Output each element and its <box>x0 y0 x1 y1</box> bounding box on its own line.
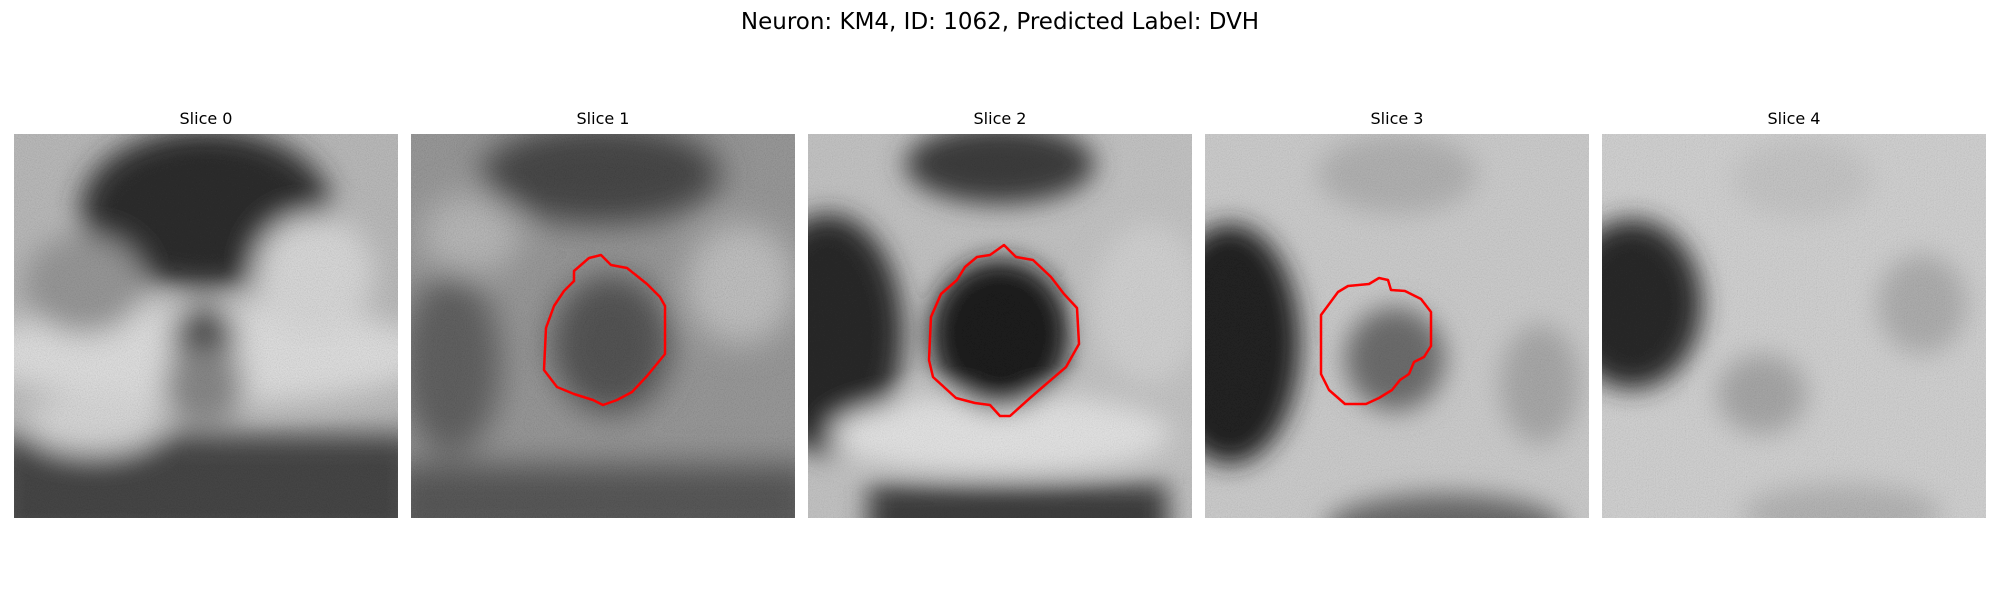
segmentation-contour <box>1319 276 1433 406</box>
slice-image <box>808 134 1192 518</box>
slice-title: Slice 1 <box>576 109 630 128</box>
slice-image <box>1205 134 1589 518</box>
segmentation-contour <box>927 243 1081 418</box>
segmentation-contour <box>542 253 667 407</box>
slice-title: Slice 4 <box>1767 109 1821 128</box>
slice-image <box>14 134 398 518</box>
slice-title: Slice 2 <box>973 109 1027 128</box>
slice-title: Slice 3 <box>1370 109 1424 128</box>
slice-image <box>411 134 795 518</box>
slice-title: Slice 0 <box>179 109 233 128</box>
figure-title: Neuron: KM4, ID: 1062, Predicted Label: … <box>740 9 1260 35</box>
slice-image <box>1602 134 1986 518</box>
